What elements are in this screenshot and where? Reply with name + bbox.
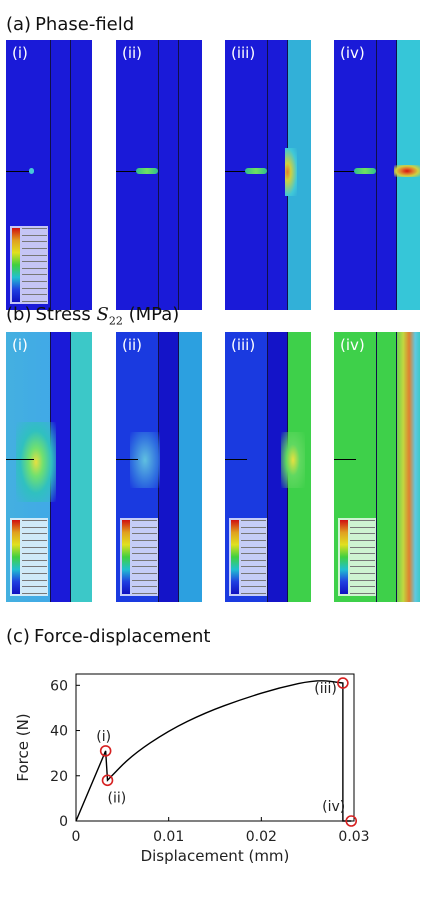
interface-line (50, 40, 51, 310)
notch-line (116, 459, 138, 460)
data-point-marker (337, 677, 349, 689)
series-line (75, 680, 352, 822)
interface-line (376, 332, 377, 602)
notch-line (334, 459, 356, 460)
substrate-layer (158, 332, 178, 602)
force-displacement-chart: 0 0.01 0.02 0.03 0 20 40 60 Displacement (mm) For… (0, 650, 437, 894)
panel-tag-i: (i) (12, 336, 28, 354)
x-tick-label: 0.02 (246, 829, 277, 845)
coating-layer (178, 332, 202, 602)
crack-band (354, 168, 376, 174)
crack-band (136, 168, 158, 174)
data-point-label: (i) (96, 729, 111, 745)
color-legend (10, 518, 48, 596)
phase-field-panel-iv: (iv) (334, 40, 420, 310)
notch-line (225, 459, 247, 460)
stress-concentration (281, 432, 305, 488)
x-tick-label: 0.01 (153, 829, 184, 845)
x-axis-label: Displacement (mm) (141, 847, 290, 865)
substrate-layer (267, 332, 287, 602)
panel-tag-iv: (iv) (340, 44, 365, 62)
section-label-c: Force-displacement (33, 626, 211, 647)
color-legend (338, 518, 376, 596)
damage-spot (29, 168, 34, 174)
coating-crack (394, 165, 420, 177)
phase-field-panel-i: (i) (6, 40, 92, 310)
data-point-label: (iii) (314, 681, 337, 697)
notch-line (334, 171, 356, 172)
interface-line (178, 40, 179, 310)
data-point-label: (ii) (108, 790, 127, 806)
section-letter-b: (b) (6, 304, 32, 325)
x-tick-label: 0 (72, 829, 81, 845)
y-tick-label: 0 (59, 814, 68, 830)
data-point-marker (99, 745, 112, 757)
force-displacement-heading: (c) Force-displacement (6, 626, 210, 647)
y-axis-label: Force (N) (14, 713, 32, 781)
stress-concentration (130, 432, 160, 488)
color-legend (229, 518, 267, 596)
y-tick-label: 40 (50, 724, 68, 740)
panel-tag-i: (i) (12, 44, 28, 62)
interface-line (267, 332, 268, 602)
stress-panel-i: (i) (6, 332, 92, 602)
phase-field-panel-ii: (ii) (116, 40, 202, 310)
panel-tag-ii: (ii) (122, 336, 143, 354)
panel-tag-iii: (iii) (231, 44, 256, 62)
chart-svg: 0 0.01 0.02 0.03 0 20 40 60 Displacement (mm) For… (14, 673, 370, 865)
stress-concentration (16, 422, 56, 502)
coating-layer (70, 332, 92, 602)
stress-panel-ii: (ii) (116, 332, 202, 602)
interface-line (158, 40, 159, 310)
notch-line (116, 171, 138, 172)
color-legend (120, 518, 158, 596)
section-label-a: Phase-field (35, 14, 135, 35)
interface-line (396, 332, 397, 602)
section-letter-c: (c) (6, 626, 30, 647)
coating-layer (396, 332, 420, 602)
notch-line (6, 459, 34, 460)
panel-tag-ii: (ii) (122, 44, 143, 62)
data-point-marker (101, 774, 114, 787)
interface-line (70, 40, 71, 310)
section-label-b: Stress S22 (MPa) (35, 304, 180, 328)
interface-line (178, 332, 179, 602)
stress-panel-iv: (iv) (334, 332, 420, 602)
substrate-layer (50, 332, 70, 602)
notch-line (225, 171, 247, 172)
y-tick-label: 20 (50, 769, 68, 785)
x-tick-label: 0.03 (338, 829, 369, 845)
data-point-label: (iv) (322, 799, 345, 815)
section-letter-a: (a) (6, 14, 32, 35)
stress-panel-iii: (iii) (225, 332, 311, 602)
panel-tag-iii: (iii) (231, 336, 256, 354)
panel-tag-iv: (iv) (340, 336, 365, 354)
phase-field-panel-iii: (iii) (225, 40, 311, 310)
notch-line (6, 171, 34, 172)
interface-line (267, 40, 268, 310)
plot-frame (75, 673, 355, 822)
y-tick-label: 60 (50, 678, 68, 694)
crack-band (245, 168, 267, 174)
phase-field-heading: (a) Phase-field (6, 14, 134, 35)
data-point-marker (345, 815, 358, 827)
interface-damage (285, 148, 297, 196)
interface-line (376, 40, 377, 310)
color-legend (10, 226, 48, 304)
stress-heading: (b) Stress S22 (MPa) (6, 304, 179, 328)
interface-line (70, 332, 71, 602)
